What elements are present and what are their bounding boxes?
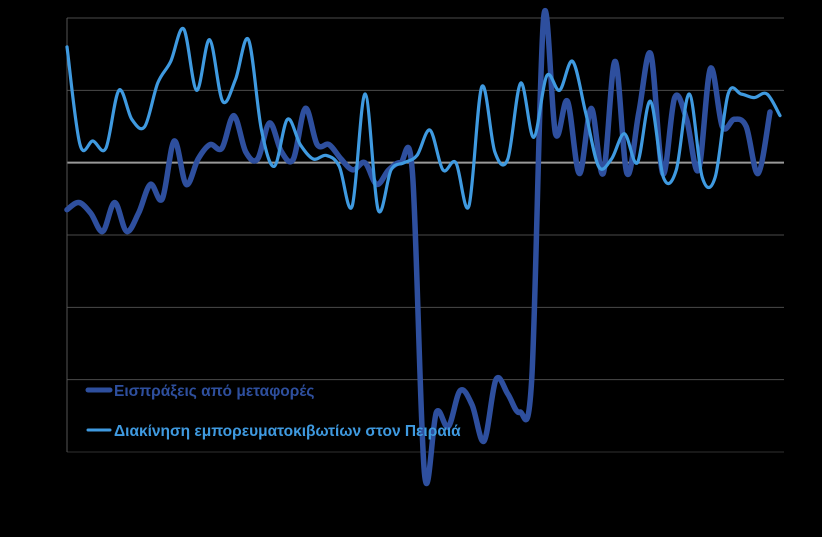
gridlines bbox=[67, 17, 784, 453]
series-line-2 bbox=[65, 26, 782, 214]
legend-label-series-2: Διακίνηση εμπορευματοκιβωτίων στον Πειρα… bbox=[114, 423, 461, 440]
series-layer bbox=[64, 7, 782, 487]
legend: Εισπράξεις από μεταφορές Διακίνηση εμπορ… bbox=[85, 383, 461, 440]
legend-label-series-1: Εισπράξεις από μεταφορές bbox=[114, 383, 314, 400]
series-line-1 bbox=[64, 7, 773, 487]
